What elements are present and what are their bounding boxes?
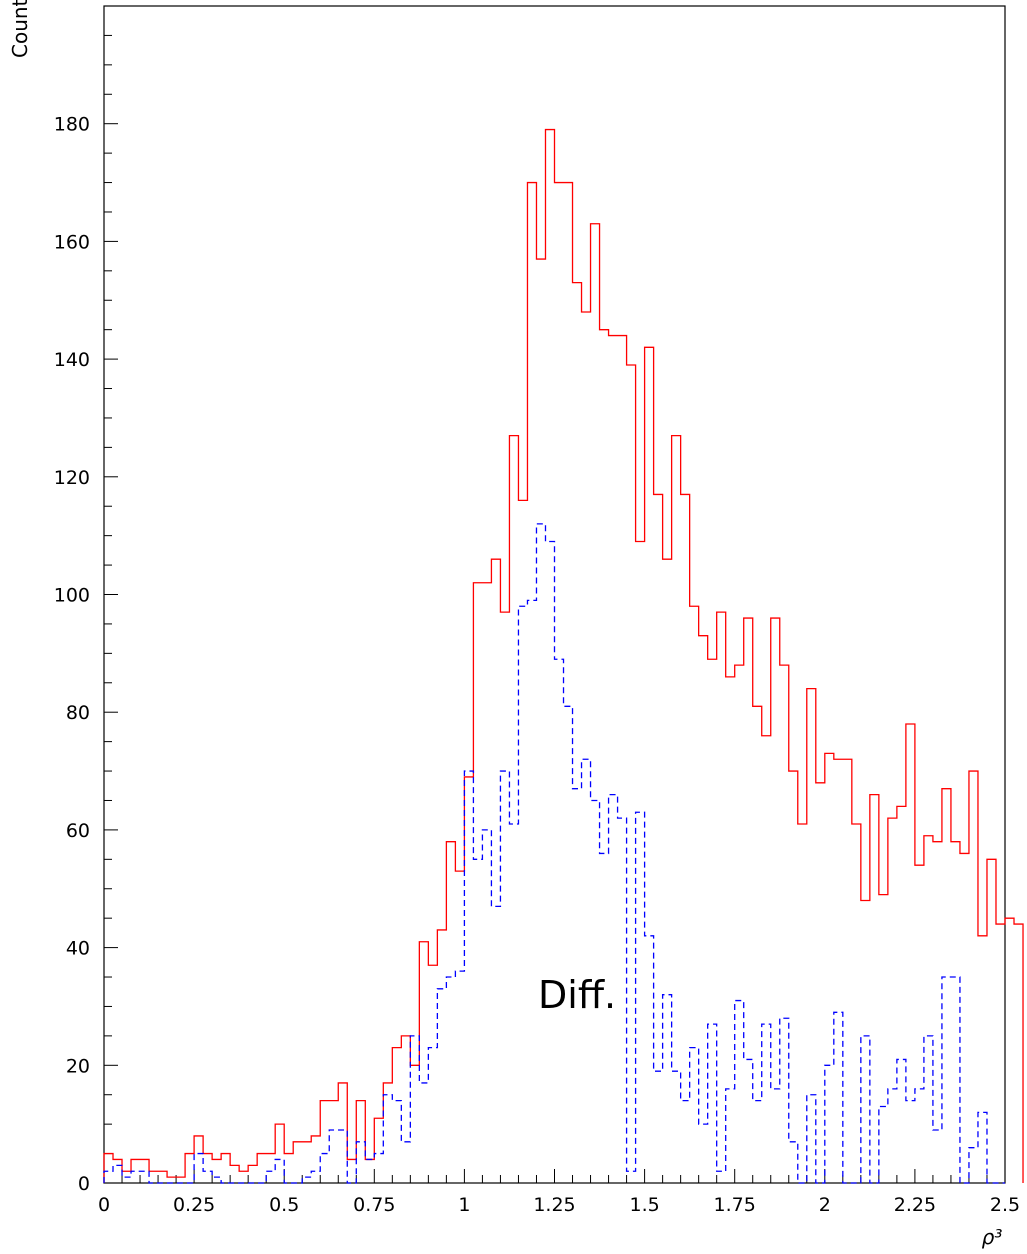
y-tick-label: 80	[66, 702, 90, 724]
y-tick-label: 140	[54, 349, 90, 371]
x-tick-label: 2.25	[894, 1194, 936, 1216]
x-tick-label: 2	[819, 1194, 831, 1216]
x-tick-label: 1	[458, 1194, 470, 1216]
y-tick-label: 0	[78, 1173, 90, 1195]
y-tick-label: 120	[54, 467, 90, 489]
y-tick-label: 40	[66, 938, 90, 960]
y-tick-label: 20	[66, 1055, 90, 1077]
y-tick-label: 180	[54, 114, 90, 136]
x-axis-label: ρ³	[982, 1225, 1003, 1249]
x-tick-label: 2.5	[990, 1194, 1020, 1216]
histogram-series-1	[103, 128, 1024, 1183]
x-tick-label: 1.75	[714, 1194, 756, 1216]
y-tick-label: 100	[54, 585, 90, 607]
x-tick-label: 0	[98, 1194, 110, 1216]
x-tick-label: 0.75	[353, 1194, 395, 1216]
y-tick-label: 160	[54, 231, 90, 253]
y-axis-label: Counts	[8, 0, 32, 58]
x-tick-label: 1.25	[533, 1194, 575, 1216]
y-tick-label: 60	[66, 820, 90, 842]
x-tick-label: 1.5	[629, 1194, 659, 1216]
x-axis: 0 0.25 0.5 0.75 1 1.25 1.5 1.75 2 2.25 2.5	[98, 1169, 1020, 1216]
histogram-series-2	[103, 523, 1005, 1184]
x-tick-label: 0.25	[173, 1194, 215, 1216]
x-tick-label: 0.5	[269, 1194, 299, 1216]
series-layer	[103, 128, 1024, 1184]
annotation-diff: Diff.	[538, 973, 616, 1017]
y-axis: 0 20 40 60 80 100 120 140 160 180	[54, 5, 118, 1195]
